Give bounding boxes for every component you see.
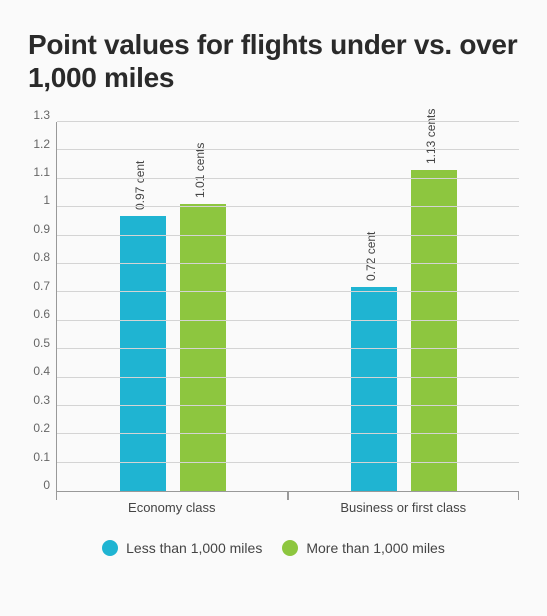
bar: 0.72 cent bbox=[351, 287, 397, 491]
grid-line bbox=[57, 320, 519, 321]
bar-value-label: 1.01 cents bbox=[193, 143, 207, 198]
grid-line bbox=[57, 121, 519, 122]
grid-area: 0.97 cent 1.01 cents 0.72 cent 1.13 cents bbox=[56, 122, 519, 492]
legend-item: Less than 1,000 miles bbox=[102, 540, 262, 556]
bar-value-label: 0.72 cent bbox=[364, 231, 378, 280]
bar: 0.97 cent bbox=[120, 216, 166, 491]
legend-label: More than 1,000 miles bbox=[306, 540, 445, 556]
chart-title: Point values for flights under vs. over … bbox=[28, 28, 519, 94]
legend-swatch bbox=[282, 540, 298, 556]
bar-value-label: 1.13 cents bbox=[424, 109, 438, 164]
y-axis: 00.10.20.30.40.50.60.70.80.911.11.21.3 bbox=[28, 122, 56, 492]
x-group: Economy class bbox=[56, 492, 288, 518]
x-label: Business or first class bbox=[288, 492, 520, 515]
legend-label: Less than 1,000 miles bbox=[126, 540, 262, 556]
grid-line bbox=[57, 405, 519, 406]
legend-swatch bbox=[102, 540, 118, 556]
x-group: Business or first class bbox=[288, 492, 520, 518]
grid-line bbox=[57, 235, 519, 236]
grid-line bbox=[57, 433, 519, 434]
grid-line bbox=[57, 263, 519, 264]
grid-line bbox=[57, 149, 519, 150]
bar-value-label: 0.97 cent bbox=[133, 160, 147, 209]
legend: Less than 1,000 miles More than 1,000 mil… bbox=[28, 540, 519, 556]
grid-line bbox=[57, 206, 519, 207]
grid-line bbox=[57, 462, 519, 463]
grid-line bbox=[57, 348, 519, 349]
plot-area: 00.10.20.30.40.50.60.70.80.911.11.21.3 0… bbox=[28, 122, 519, 492]
bar: 1.13 cents bbox=[411, 170, 457, 491]
grid-line bbox=[57, 291, 519, 292]
x-label: Economy class bbox=[56, 492, 288, 515]
grid-line bbox=[57, 178, 519, 179]
legend-item: More than 1,000 miles bbox=[282, 540, 445, 556]
grid-line bbox=[57, 377, 519, 378]
chart-container: 00.10.20.30.40.50.60.70.80.911.11.21.3 0… bbox=[28, 122, 519, 556]
x-axis: Economy classBusiness or first class bbox=[56, 492, 519, 518]
